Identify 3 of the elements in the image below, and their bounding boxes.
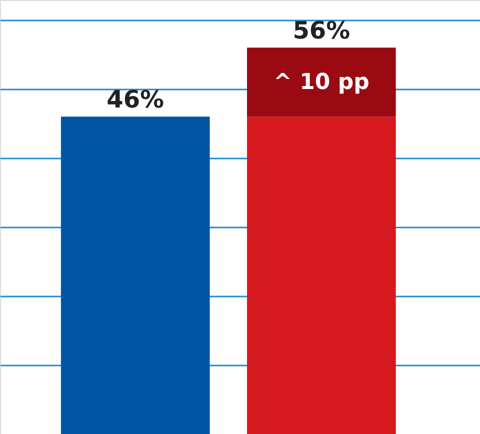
total-label: 46%	[106, 86, 164, 114]
total-label: 56%	[292, 16, 350, 45]
data-label: ^ 10 pp	[273, 70, 370, 96]
